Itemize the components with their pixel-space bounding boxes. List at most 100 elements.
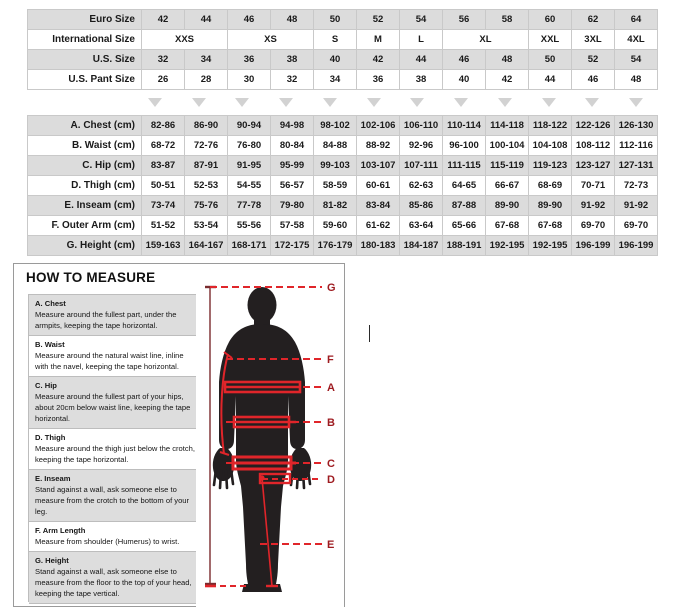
measurement-cell: 118-122 bbox=[528, 115, 572, 136]
how-to-measure-list: A. Chest Measure around the fullest part,… bbox=[28, 294, 206, 604]
size-cell: 42 bbox=[485, 69, 529, 90]
size-row-u-s-size: U.S. Size 32 34 36 38 40 42 44 46 48 50 52 54 bbox=[27, 49, 658, 70]
measurement-cell: 123-127 bbox=[571, 155, 615, 176]
size-cell: 50 bbox=[528, 49, 572, 70]
diagram-label-g: G bbox=[327, 282, 336, 294]
size-conversion-rows: Euro Size 42 44 46 48 50 52 54 56 58 60 62 64 Interna… bbox=[27, 9, 658, 90]
arrow-cell bbox=[571, 94, 615, 111]
measurement-cell: 184-187 bbox=[399, 235, 443, 256]
how-to-measure-item-heading: A. Chest bbox=[35, 299, 66, 308]
measurement-cell: 196-199 bbox=[614, 235, 658, 256]
how-to-measure-item-text: Stand against a wall, ask someone else t… bbox=[35, 485, 190, 516]
measurement-cell: 90-94 bbox=[227, 115, 271, 136]
chevron-down-icon bbox=[629, 98, 644, 107]
measurement-cell: 180-183 bbox=[356, 235, 400, 256]
size-row-euro-size: Euro Size 42 44 46 48 50 52 54 56 58 60 62 64 bbox=[27, 9, 658, 30]
row-label: U.S. Size bbox=[27, 49, 142, 70]
measurement-cell: 59-60 bbox=[313, 215, 357, 236]
measurement-cell: 192-195 bbox=[485, 235, 529, 256]
measurement-cell: 127-131 bbox=[614, 155, 658, 176]
size-cell: 28 bbox=[184, 69, 228, 90]
measurement-cell: 65-66 bbox=[442, 215, 486, 236]
measurement-cell: 164-167 bbox=[184, 235, 228, 256]
measurement-cell: 67-68 bbox=[485, 215, 529, 236]
measurement-cell: 68-72 bbox=[141, 135, 185, 156]
arrow-cell bbox=[264, 94, 308, 111]
measurement-cell: 81-82 bbox=[313, 195, 357, 216]
measurement-row: B. Waist (cm) 68-72 72-76 76-80 80-84 84-88 88… bbox=[27, 135, 658, 156]
row-label: Euro Size bbox=[27, 9, 142, 30]
measurement-cell: 79-80 bbox=[270, 195, 314, 216]
size-cell: 44 bbox=[528, 69, 572, 90]
measurement-cell: 83-84 bbox=[356, 195, 400, 216]
measurement-cell: 108-112 bbox=[571, 135, 615, 156]
measurement-cell: 92-96 bbox=[399, 135, 443, 156]
measurement-cell: 196-199 bbox=[571, 235, 615, 256]
size-conversion-table: Euro Size 42 44 46 48 50 52 54 56 58 60 62 64 Interna… bbox=[27, 9, 658, 90]
how-to-measure-item: D. Thigh Measure around the thigh just be… bbox=[29, 429, 205, 470]
measurement-cell: 91-92 bbox=[571, 195, 615, 216]
how-to-measure-item: G. Height Stand against a wall, ask someo… bbox=[29, 552, 205, 604]
measurement-row: C. Hip (cm) 83-87 87-91 91-95 95-99 99-103 103… bbox=[27, 155, 658, 176]
measurement-cell: 87-88 bbox=[442, 195, 486, 216]
size-cell: XXS bbox=[141, 29, 228, 50]
measurement-cell: 89-90 bbox=[528, 195, 572, 216]
measurement-cell: 55-56 bbox=[227, 215, 271, 236]
diagram-label-b: B bbox=[327, 417, 335, 429]
measurement-cell: 80-84 bbox=[270, 135, 314, 156]
row-label: G. Height (cm) bbox=[27, 235, 142, 256]
size-cell: 3XL bbox=[571, 29, 615, 50]
measurement-cell: 168-171 bbox=[227, 235, 271, 256]
chevron-down-icon bbox=[366, 98, 381, 107]
size-cell: 40 bbox=[442, 69, 486, 90]
measurement-row: E. Inseam (cm) 73-74 75-76 77-78 79-80 81-82 8… bbox=[27, 195, 658, 216]
measurement-cell: 89-90 bbox=[485, 195, 529, 216]
measurement-cell: 96-100 bbox=[442, 135, 486, 156]
body-measurement-diagram: G F A B C D E bbox=[196, 264, 344, 607]
how-to-measure-item-heading: G. Height bbox=[35, 556, 69, 565]
measurement-cell: 69-70 bbox=[571, 215, 615, 236]
size-cell: 4XL bbox=[614, 29, 658, 50]
measurement-cell: 103-107 bbox=[356, 155, 400, 176]
measurement-cell: 95-99 bbox=[270, 155, 314, 176]
how-to-measure-item-heading: E. Inseam bbox=[35, 474, 71, 483]
size-cell: 60 bbox=[528, 9, 572, 30]
measurement-cell: 115-119 bbox=[485, 155, 529, 176]
chevron-down-icon bbox=[585, 98, 600, 107]
measurement-cell: 83-87 bbox=[141, 155, 185, 176]
arrow-cell bbox=[133, 94, 177, 111]
measurement-letter-labels: G F A B C D E bbox=[327, 282, 336, 551]
chevron-down-icon bbox=[279, 98, 294, 107]
measurement-cell: 63-64 bbox=[399, 215, 443, 236]
size-cell: 34 bbox=[313, 69, 357, 90]
measurement-cell: 102-106 bbox=[356, 115, 400, 136]
arrow-cell bbox=[483, 94, 527, 111]
measurement-cell: 67-68 bbox=[528, 215, 572, 236]
diagram-label-a: A bbox=[327, 382, 335, 394]
measurement-cell: 51-52 bbox=[141, 215, 185, 236]
size-cell: 58 bbox=[485, 9, 529, 30]
measurement-cell: 57-58 bbox=[270, 215, 314, 236]
measurement-cell: 73-74 bbox=[141, 195, 185, 216]
how-to-measure-item-heading: D. Thigh bbox=[35, 433, 66, 442]
size-cell: 50 bbox=[313, 9, 357, 30]
measurement-cell: 99-103 bbox=[313, 155, 357, 176]
arrow-cell bbox=[614, 94, 658, 111]
measurement-cell: 176-179 bbox=[313, 235, 357, 256]
measurement-cell: 56-57 bbox=[270, 175, 314, 196]
size-cell: 46 bbox=[227, 9, 271, 30]
how-to-measure-item-text: Measure around the thigh just below the … bbox=[35, 444, 195, 464]
how-to-measure-item: C. Hip Measure around the fullest part of… bbox=[29, 377, 205, 429]
measurement-cell: 122-126 bbox=[571, 115, 615, 136]
size-cell: 32 bbox=[141, 49, 185, 70]
measurement-row: F. Outer Arm (cm) 51-52 53-54 55-56 57-58 59-… bbox=[27, 215, 658, 236]
size-cell: 52 bbox=[571, 49, 615, 70]
how-to-measure-item-text: Stand against a wall, ask someone else t… bbox=[35, 567, 192, 598]
measurement-cell: 110-114 bbox=[442, 115, 486, 136]
size-cell: 46 bbox=[442, 49, 486, 70]
row-label: International Size bbox=[27, 29, 142, 50]
chevron-down-icon bbox=[235, 98, 250, 107]
arrow-cell bbox=[352, 94, 396, 111]
measurement-cell: 58-59 bbox=[313, 175, 357, 196]
arrow-cell bbox=[439, 94, 483, 111]
